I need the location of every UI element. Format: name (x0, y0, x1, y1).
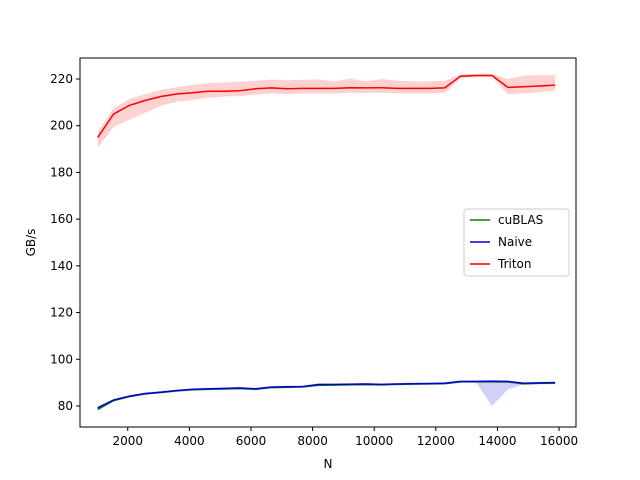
y-tick-label: 160 (50, 212, 73, 226)
y-tick-label: 100 (50, 352, 73, 366)
x-tick-label: 8000 (297, 434, 328, 448)
y-axis-label: GB/s (24, 229, 38, 257)
y-tick-label: 80 (58, 399, 73, 413)
series-line-naive (97, 380, 556, 409)
x-tick-label: 10000 (355, 434, 393, 448)
legend-label-cublas: cuBLAS (498, 213, 543, 227)
x-tick-label: 12000 (417, 434, 455, 448)
x-axis-ticks: 2000 4000 6000 8000 10000 12000 14000 16000 (112, 427, 578, 448)
plot-area-frame (79, 57, 577, 428)
y-tick-label: 120 (50, 306, 73, 320)
legend-label-naive: Naive (498, 235, 532, 249)
x-tick-label: 14000 (478, 434, 516, 448)
y-tick-label: 180 (50, 165, 73, 179)
x-tick-label: 6000 (236, 434, 267, 448)
legend-label-triton: Triton (497, 257, 532, 271)
x-tick-label: 4000 (174, 434, 205, 448)
y-tick-label: 220 (50, 72, 73, 86)
band-naive (97, 380, 556, 409)
x-tick-label: 16000 (540, 434, 578, 448)
y-axis-ticks: 80 100 120 140 160 180 200 220 (50, 72, 80, 413)
y-tick-label: 200 (50, 119, 73, 133)
y-tick-label: 140 (50, 259, 73, 273)
band-triton (97, 73, 556, 148)
x-axis-label: N (324, 457, 333, 471)
legend-frame (463, 208, 570, 277)
x-tick-label: 2000 (112, 434, 143, 448)
series-lines (97, 74, 556, 411)
series-line-triton (97, 74, 556, 138)
legend: cuBLAS Naive Triton (463, 208, 570, 277)
